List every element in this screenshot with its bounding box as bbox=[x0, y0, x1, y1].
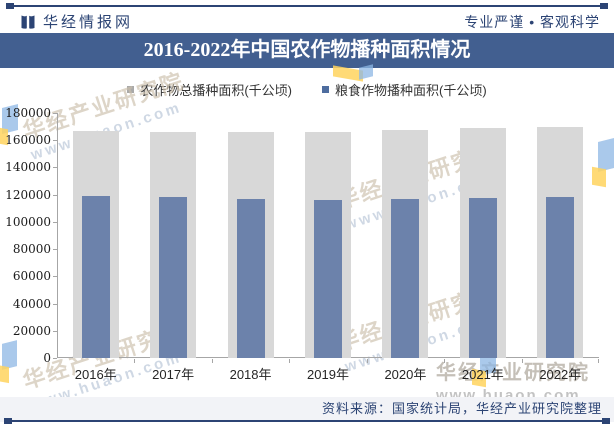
y-tick bbox=[53, 194, 57, 196]
y-tick-label: 0 bbox=[43, 351, 51, 365]
header: 华经情报网 专业严谨 • 客观科学 bbox=[0, 8, 614, 33]
bars-layer bbox=[57, 113, 599, 358]
y-tick-label: 20000 bbox=[12, 323, 51, 338]
legend-label-grain: 粮食作物播种面积(千公顷) bbox=[335, 82, 487, 98]
bar-group bbox=[522, 113, 599, 358]
x-tick bbox=[134, 359, 136, 363]
y-tick bbox=[53, 140, 57, 142]
x-tick-label: 2019年 bbox=[307, 367, 349, 382]
y-tick-label: 80000 bbox=[12, 242, 51, 257]
y-tick bbox=[53, 167, 57, 169]
bar-grain-sown-area bbox=[159, 197, 188, 358]
x-tick bbox=[598, 359, 599, 363]
footer: 资料来源：国家统计局，华经产业研究院整理 bbox=[0, 397, 614, 422]
x-tick-label: 2018年 bbox=[229, 367, 272, 382]
bar-group bbox=[212, 113, 289, 358]
x-tick bbox=[366, 359, 368, 363]
y-tick bbox=[53, 330, 57, 332]
top-divider-right-cap bbox=[600, 3, 608, 9]
x-tick-label: 2016年 bbox=[74, 367, 117, 382]
bar-group bbox=[134, 113, 211, 358]
y-tick-label: 60000 bbox=[12, 269, 51, 284]
x-tick bbox=[211, 359, 213, 363]
bar-grain-sown-area bbox=[391, 199, 420, 358]
data-source-note: 资料来源：国家统计局，华经产业研究院整理 bbox=[321, 401, 602, 416]
chart-legend: 农作物总播种面积(千公顷) 粮食作物播种面积(千公顷) bbox=[0, 80, 614, 99]
brand-name: 华经情报网 bbox=[43, 14, 134, 31]
bar-grain-sown-area bbox=[546, 196, 575, 358]
bar-group bbox=[444, 113, 521, 358]
legend-marker-total bbox=[127, 85, 135, 93]
y-tick bbox=[53, 249, 57, 251]
y-axis: 180000 160000 140000 120000 100000 80000 60000… bbox=[0, 106, 51, 365]
legend-label-total: 农作物总播种面积(千公顷) bbox=[140, 82, 292, 98]
y-tick-label: 140000 bbox=[5, 160, 51, 175]
y-tick bbox=[53, 303, 57, 305]
bottom-divider bbox=[8, 420, 606, 422]
bar-grain-sown-area bbox=[81, 195, 110, 358]
y-tick-label: 180000 bbox=[5, 106, 51, 120]
y-axis-ticks bbox=[53, 113, 57, 359]
header-slogan: 专业严谨 • 客观科学 bbox=[464, 14, 600, 30]
y-tick bbox=[53, 276, 57, 278]
bar-grain-sown-area bbox=[236, 198, 265, 358]
y-tick bbox=[53, 113, 57, 114]
bar-group bbox=[367, 113, 444, 358]
legend-item-total: 农作物总播种面积(千公顷) bbox=[127, 80, 292, 99]
bottom-divider-left-cap bbox=[4, 418, 12, 424]
bar-group bbox=[57, 113, 134, 358]
brand: 华经情报网 bbox=[20, 11, 133, 32]
y-tick bbox=[53, 221, 57, 223]
bar-group bbox=[289, 113, 366, 358]
y-tick-label: 40000 bbox=[12, 296, 51, 311]
huajing-book-logo-icon bbox=[21, 15, 35, 29]
bottom-divider-right-cap bbox=[602, 418, 610, 424]
x-tick bbox=[289, 359, 291, 363]
x-axis-ticks bbox=[57, 359, 599, 363]
bar-grain-sown-area bbox=[468, 197, 497, 358]
bar-grain-sown-area bbox=[313, 200, 342, 358]
x-tick-label: 2021年 bbox=[461, 367, 504, 382]
legend-marker-grain bbox=[322, 85, 329, 93]
title-banner: 2016-2022年中国农作物播种面积情况 bbox=[0, 33, 614, 68]
x-tick-label: 2022年 bbox=[539, 367, 582, 382]
x-tick bbox=[521, 359, 523, 363]
top-divider-left-cap bbox=[6, 3, 14, 9]
y-tick-label: 160000 bbox=[5, 133, 51, 148]
legend-item-grain: 粮食作物播种面积(千公顷) bbox=[322, 80, 487, 99]
x-tick-label: 2017年 bbox=[152, 367, 195, 382]
x-tick-label: 2020年 bbox=[384, 367, 427, 382]
chart-title: 2016-2022年中国农作物播种面积情况 bbox=[143, 39, 471, 61]
top-divider bbox=[8, 5, 606, 7]
y-tick-label: 100000 bbox=[5, 214, 51, 229]
y-tick bbox=[53, 358, 57, 359]
y-tick-label: 120000 bbox=[5, 187, 51, 202]
x-tick bbox=[444, 359, 446, 363]
x-axis-labels: 2016年 2017年 2018年 2019年 2020年 2021年 2022年 bbox=[57, 364, 599, 382]
